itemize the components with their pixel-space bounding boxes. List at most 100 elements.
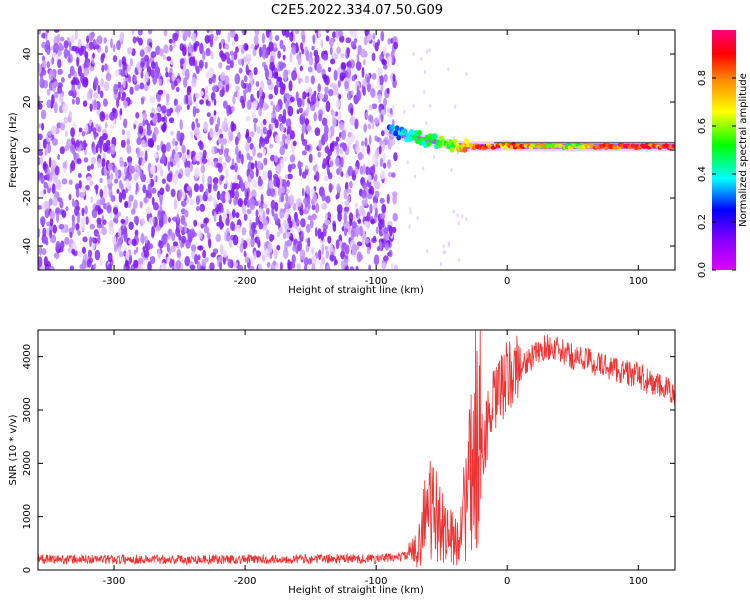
noise-speck <box>176 213 180 222</box>
signal-point <box>402 128 408 135</box>
noise-speck <box>209 33 214 40</box>
noise-speck <box>368 188 373 195</box>
noise-speck <box>355 208 359 219</box>
noise-speck <box>345 188 352 194</box>
noise-speck <box>222 161 227 169</box>
noise-speck <box>301 112 306 118</box>
noise-speck <box>150 69 155 78</box>
noise-speck <box>220 244 224 255</box>
noise-speck <box>333 69 338 81</box>
noise-speck <box>370 218 375 225</box>
noise-speck <box>255 209 259 218</box>
noise-speck <box>260 193 264 204</box>
noise-speck <box>275 262 279 269</box>
noise-speck <box>279 261 283 270</box>
noise-speck <box>383 227 389 235</box>
noise-speck <box>262 118 267 126</box>
noise-speck <box>338 30 343 38</box>
x-tick-label: 100 <box>629 276 648 287</box>
signal-point <box>462 146 468 153</box>
noise-speck <box>442 244 445 249</box>
noise-speck <box>93 92 99 99</box>
noise-speck <box>201 259 207 267</box>
noise-speck <box>90 237 96 243</box>
noise-speck <box>269 143 274 149</box>
noise-speck <box>38 123 42 129</box>
signal-point <box>671 144 675 149</box>
noise-speck <box>66 138 72 149</box>
noise-speck <box>325 212 328 221</box>
noise-speck <box>134 84 140 91</box>
colorbar-tick-label: 0.0 <box>697 262 708 278</box>
noise-speck <box>276 163 282 175</box>
noise-speck <box>67 73 72 79</box>
noise-speck <box>86 60 90 68</box>
noise-speck <box>166 256 171 263</box>
noise-speck <box>218 30 221 36</box>
noise-speck <box>374 190 380 198</box>
noise-speck <box>42 227 47 237</box>
noise-speck <box>233 51 238 60</box>
noise-speck <box>335 239 340 250</box>
noise-speck <box>140 150 144 158</box>
noise-speck <box>408 224 411 229</box>
noise-speck <box>202 173 205 185</box>
noise-speck <box>423 90 426 95</box>
noise-speck <box>194 59 198 71</box>
noise-speck <box>309 86 313 96</box>
noise-speck <box>209 30 214 34</box>
noise-speck <box>250 93 254 103</box>
snr-frame <box>37 329 676 571</box>
noise-speck <box>288 80 293 92</box>
noise-speck <box>146 130 152 136</box>
noise-speck <box>226 232 231 242</box>
noise-speck <box>183 77 188 88</box>
noise-speck <box>234 189 239 200</box>
noise-speck <box>71 33 75 44</box>
noise-speck <box>367 114 374 122</box>
noise-speck <box>71 198 75 207</box>
noise-speck <box>120 69 126 77</box>
noise-speck <box>321 257 326 265</box>
noise-speck <box>71 98 75 105</box>
noise-speck <box>330 58 336 65</box>
noise-speck <box>383 73 388 83</box>
noise-speck <box>291 45 297 55</box>
noise-speck <box>366 82 371 93</box>
noise-speck <box>284 74 288 81</box>
noise-speck <box>362 210 366 219</box>
x-tick-label: 100 <box>629 576 648 587</box>
y-tick-label: 3000 <box>22 397 33 422</box>
noise-speck <box>340 62 346 70</box>
noise-speck <box>220 72 226 82</box>
noise-speck <box>208 67 215 78</box>
noise-speck <box>209 37 214 48</box>
noise-speck <box>208 238 212 249</box>
noise-speck <box>211 161 215 168</box>
noise-speck <box>75 223 79 231</box>
noise-speck <box>186 149 190 156</box>
noise-speck <box>465 217 468 221</box>
noise-speck <box>76 214 81 224</box>
noise-speck <box>139 49 145 57</box>
noise-speck <box>165 93 170 103</box>
noise-speck <box>341 226 345 232</box>
noise-speck <box>243 213 248 221</box>
noise-speck <box>38 30 41 35</box>
noise-speck <box>227 258 233 268</box>
noise-speck <box>113 83 119 95</box>
noise-speck <box>354 202 359 208</box>
noise-speck <box>262 126 267 135</box>
noise-speck <box>364 238 370 244</box>
noise-speck <box>165 184 170 192</box>
noise-speck <box>282 54 286 61</box>
noise-speck <box>99 189 104 198</box>
signal-point <box>575 142 581 147</box>
noise-speck <box>78 250 83 258</box>
noise-speck <box>133 173 139 182</box>
noise-speck <box>59 93 64 104</box>
noise-speck <box>265 249 268 258</box>
noise-speck <box>359 165 364 175</box>
noise-speck <box>51 56 55 65</box>
noise-speck <box>38 265 41 270</box>
